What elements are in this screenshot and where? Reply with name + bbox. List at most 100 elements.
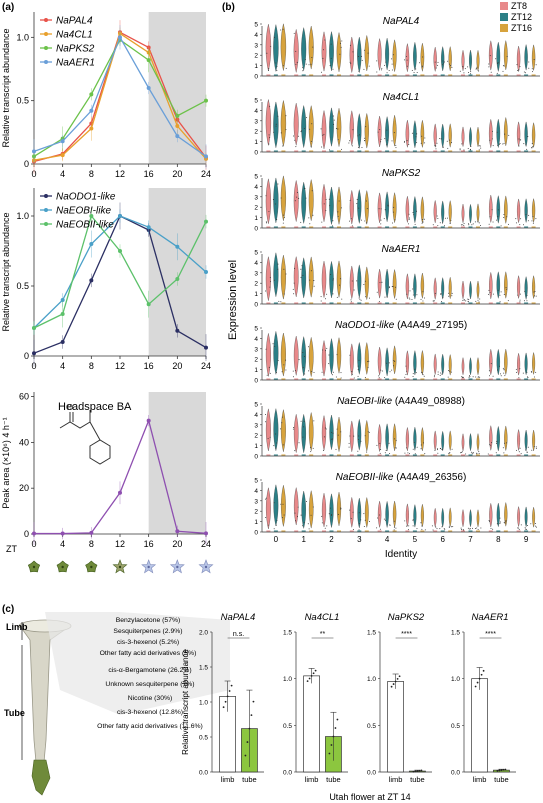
bar-chart-title: NaPAL4 <box>221 612 256 623</box>
y-tick-label: 2 <box>254 129 258 136</box>
violin-shape <box>433 353 437 376</box>
flower-stage-icon <box>85 560 98 573</box>
violin-shape <box>321 493 327 527</box>
violin-shape <box>293 336 299 376</box>
y-tick-label: 5 <box>254 326 258 333</box>
y-tick-label: 1 <box>254 367 258 374</box>
violin-shape <box>308 25 314 70</box>
violin-shape <box>321 110 327 149</box>
x-tick-label: 8 <box>89 361 94 371</box>
y-tick-label: 0.5 <box>199 735 208 742</box>
y-tick-label: 2 <box>254 357 258 364</box>
violin-shape <box>265 99 272 146</box>
violin-shape <box>308 256 314 298</box>
violin-shape <box>405 426 409 452</box>
legend-entry: NaEOBI-like <box>56 206 111 217</box>
violin-shape <box>364 113 369 149</box>
violin-shape <box>349 343 354 376</box>
violin-shape <box>489 271 493 300</box>
panel-label-b: (b) <box>222 2 235 13</box>
violin-shape <box>413 426 417 452</box>
violin-shape <box>321 415 327 451</box>
x-tick-label: 24 <box>201 361 211 371</box>
bar <box>303 675 320 773</box>
y-tick-label: 3 <box>254 422 258 429</box>
panel-label-a: (a) <box>2 2 14 13</box>
violin-shape <box>301 105 307 148</box>
x-tick-label: 20 <box>172 539 182 549</box>
y-tick-label: 1.5 <box>199 665 208 672</box>
violin-shape <box>496 42 501 72</box>
violin-shape <box>433 123 437 148</box>
violin-shape <box>531 44 536 72</box>
y-tick-label: 3 <box>254 42 258 49</box>
legend-entry: NaEOBII-like <box>56 220 114 231</box>
legend-entry: NaODO1-like <box>56 192 116 203</box>
data-point <box>146 225 151 230</box>
y-tick-label: 0.0 <box>451 770 460 777</box>
violin-shape <box>385 38 390 70</box>
violin-shape <box>336 32 342 72</box>
y-axis-label: Peak area (×10⁶) 4 h⁻¹ <box>1 417 11 508</box>
tube-compound: cis-3-hexenol (12.8%) <box>117 709 183 716</box>
violin-row-title: NaEOBII-like (A4A49_26356) <box>336 472 467 483</box>
violin-shape <box>461 126 465 148</box>
data-point <box>204 270 208 274</box>
violin-shape <box>405 195 410 224</box>
violin-shape <box>504 195 508 224</box>
x-tick-label: 8 <box>496 535 501 544</box>
violin-shape <box>364 35 369 72</box>
y-tick-label: 0 <box>254 74 258 81</box>
x-tick-label: 8 <box>89 169 94 179</box>
violin-shape <box>265 408 271 451</box>
violin-shape <box>265 24 272 72</box>
violin-shape <box>524 43 528 71</box>
data-point <box>204 219 208 224</box>
violin-shape <box>469 49 472 72</box>
violin-shape <box>329 338 334 375</box>
violin-shape <box>448 276 452 300</box>
bar <box>387 681 404 773</box>
violin-shape <box>336 186 342 225</box>
y-tick-label: 4 <box>254 108 258 115</box>
data-point <box>32 531 36 536</box>
violin-row-title: NaPKS2 <box>382 168 421 179</box>
violin-shape <box>280 332 286 377</box>
violin-shape <box>524 121 528 148</box>
y-tick-label: 1.0 <box>16 211 29 221</box>
tube-compound: Unknown sesquiterpene (7%) <box>105 681 194 688</box>
legend-entry: ZT12 <box>511 12 532 22</box>
data-point <box>60 298 65 302</box>
data-point <box>204 98 208 103</box>
violin-shape <box>524 429 528 452</box>
violin-shape <box>377 116 382 148</box>
y-tick-label: 1.0 <box>16 32 29 42</box>
violin-shape <box>433 46 437 72</box>
night-shading <box>148 392 206 534</box>
violin-shape <box>420 119 425 148</box>
legend-entry: NaAER1 <box>56 58 95 69</box>
data-point <box>60 340 65 344</box>
significance-label: **** <box>485 631 496 638</box>
data-point <box>118 249 122 253</box>
y-tick-label: 0 <box>24 529 29 539</box>
data-point <box>32 149 36 154</box>
violin-shape <box>517 198 521 224</box>
x-tick-label: 12 <box>115 169 125 179</box>
data-point <box>32 351 36 356</box>
violin-shape <box>377 423 382 453</box>
violin-shape <box>377 269 382 299</box>
bar-chart-title: Na4CL1 <box>305 612 340 623</box>
flower-stage-icon <box>56 560 69 573</box>
x-tick-label: 7 <box>468 535 473 544</box>
y-tick-label: 0 <box>254 302 258 309</box>
violin-shape <box>496 348 500 376</box>
violin-shape <box>461 280 465 300</box>
violin-shape <box>301 27 307 71</box>
y-tick-label: 40 <box>19 437 29 447</box>
y-tick-label: 3 <box>254 270 258 277</box>
violin-shape <box>489 348 493 376</box>
y-tick-label: 1.5 <box>367 630 376 637</box>
violin-shape <box>336 108 342 147</box>
violin-shape <box>273 24 279 72</box>
